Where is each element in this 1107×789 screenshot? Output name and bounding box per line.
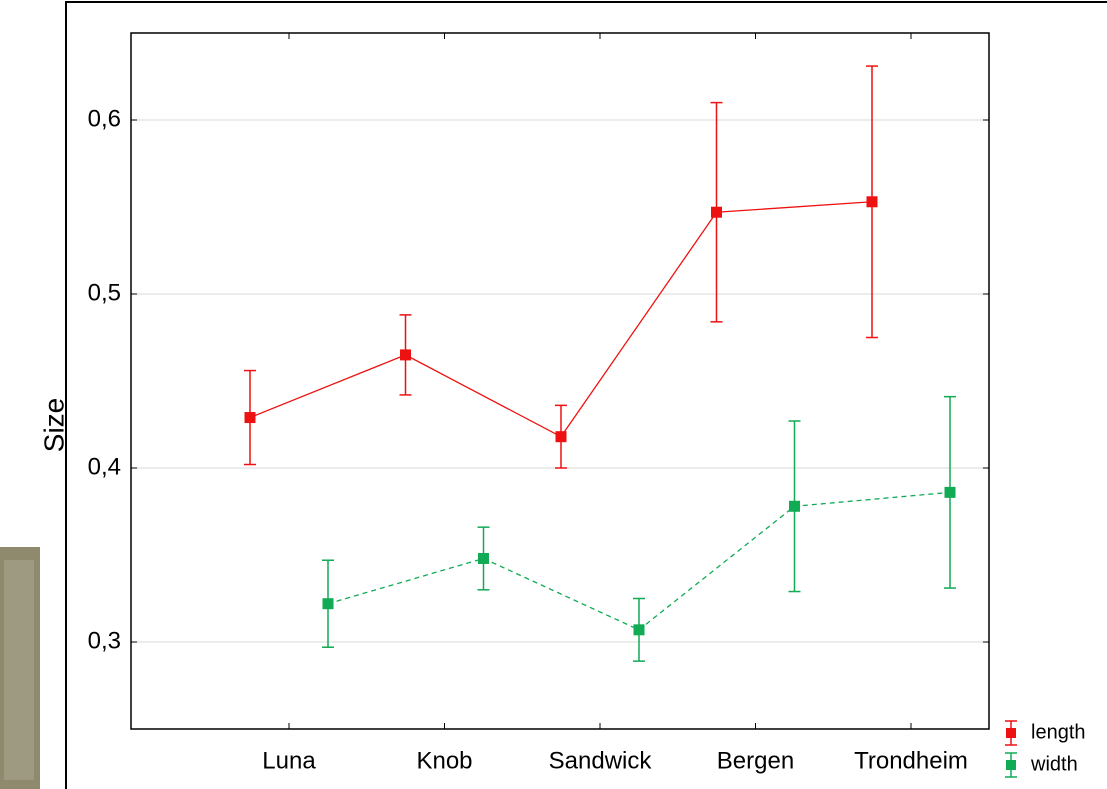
legend-label: width — [1030, 753, 1078, 775]
marker — [789, 500, 800, 512]
marker — [633, 624, 645, 636]
y-tick-label: 0,3 — [88, 627, 121, 654]
outer-frame — [65, 1, 1107, 789]
x-tick-label: Bergen — [717, 747, 794, 774]
legend-marker — [1006, 728, 1016, 738]
y-axis-label: Size — [38, 398, 69, 452]
marker — [944, 486, 956, 498]
marker — [866, 196, 878, 208]
marker — [555, 431, 567, 443]
y-tick-label: 0,4 — [88, 453, 121, 480]
marker — [244, 412, 256, 424]
x-tick-label: Trondheim — [854, 747, 968, 774]
legend-marker — [1006, 760, 1016, 770]
x-tick-label: Luna — [262, 747, 316, 774]
marker — [478, 552, 489, 564]
marker — [711, 206, 722, 218]
photo-texture — [4, 560, 34, 780]
marker — [322, 598, 334, 610]
x-tick-label: Sandwick — [549, 747, 653, 774]
plot-frame — [130, 32, 990, 730]
series-line — [249, 201, 873, 438]
y-tick-label: 0,5 — [88, 279, 121, 306]
marker — [400, 349, 411, 361]
legend-label: length — [1031, 721, 1086, 743]
y-tick-label: 0,6 — [88, 105, 121, 132]
x-tick-label: Knob — [416, 747, 472, 774]
